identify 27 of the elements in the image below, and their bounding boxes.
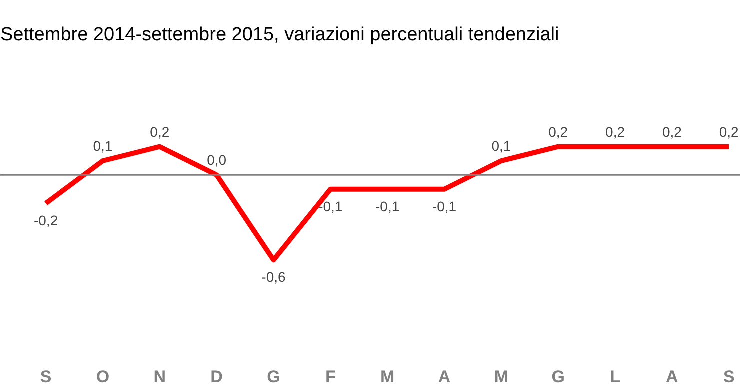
data-label: 0,2 [719, 124, 740, 140]
x-tick-label: S [40, 368, 52, 386]
data-label: -0,1 [318, 198, 343, 214]
x-tick-label: F [325, 368, 336, 386]
data-label: -0,2 [34, 212, 58, 228]
x-tick-label: S [723, 368, 735, 386]
data-label: 0,2 [548, 124, 568, 140]
x-tick-label: G [552, 368, 565, 386]
x-tick-label: M [380, 368, 395, 386]
data-label: -0,1 [376, 198, 400, 214]
data-label: 0,0 [207, 152, 227, 168]
x-tick-label: L [610, 368, 620, 386]
x-tick-label: D [210, 368, 223, 386]
x-tick-label: A [438, 368, 451, 386]
data-label: -0,6 [262, 269, 286, 286]
data-label: 0,2 [150, 124, 170, 140]
x-tick-label: M [494, 368, 509, 386]
x-tick-label: G [267, 368, 280, 386]
data-label: 0,2 [606, 124, 626, 140]
data-label: -0,1 [432, 198, 457, 214]
chart-title: Settembre 2014-settembre 2015, variazioni percentuali tendenziali [0, 24, 560, 46]
data-label: 0,2 [662, 124, 682, 140]
x-tick-label: A [666, 368, 678, 386]
data-label: 0,1 [93, 138, 113, 154]
x-tick-label: O [96, 368, 110, 386]
data-label: 0,1 [492, 138, 512, 154]
x-tick-label: N [154, 368, 166, 386]
